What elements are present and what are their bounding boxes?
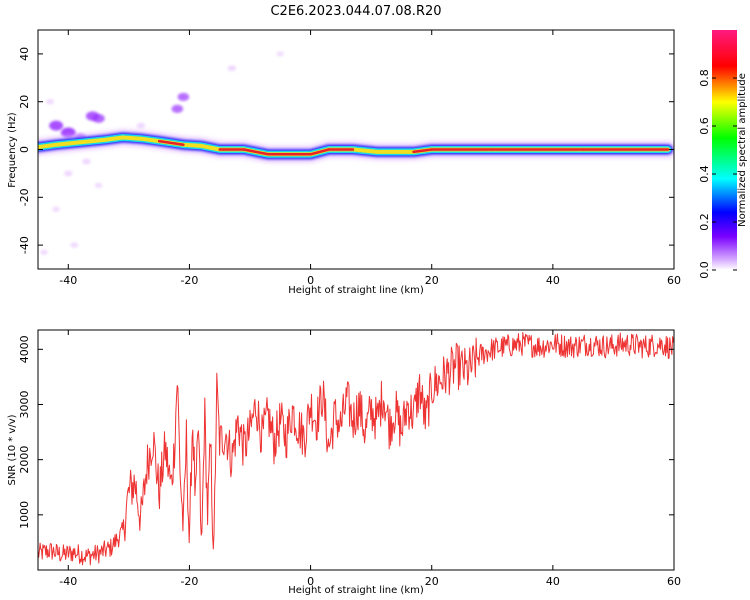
snr-x-tick-label: 20: [425, 575, 439, 588]
snr-x-tick-label: -40: [59, 575, 77, 588]
colorbar-ticks: 0.0 0.2 0.4 0.6 0.8: [698, 69, 737, 279]
spectrogram-noise-blob: [171, 104, 184, 113]
colorbar-tick-label: 0.6: [698, 117, 711, 135]
spectrogram-noise-blob: [92, 114, 105, 123]
spectrogram-x-tick-label: 40: [546, 274, 560, 287]
snr-y-tick-label: 2000: [18, 446, 31, 474]
spectrogram-ticks: -40 -20 0 20 40 60 -40 -20 0 20 40: [18, 30, 681, 287]
spectrogram-noise-blob: [46, 98, 55, 105]
snr-x-tick-label: 60: [667, 575, 681, 588]
spectrogram-x-tick-label: 0: [307, 274, 314, 287]
snr-x-tick-label: 0: [307, 575, 314, 588]
colorbar-tick-label: 0.8: [698, 69, 711, 87]
spectrogram-y-tick-label: -40: [18, 236, 31, 254]
spectrogram-x-axis-label: Height of straight line (km): [288, 285, 424, 296]
spectrogram-noise-blob: [82, 158, 91, 165]
colorbar-tick-label: 0.4: [698, 165, 711, 183]
snr-axes-frame: [37, 329, 675, 571]
snr-y-tick-label: 1000: [18, 501, 31, 529]
spectrogram-noise-blob: [177, 92, 190, 102]
snr-y-axis-label: SNR (10 * v/v): [7, 414, 18, 485]
spectrogram-y-tick-label: 20: [18, 95, 31, 109]
snr-y-tick-label: 4000: [18, 335, 31, 363]
snr-y-tick-label: 3000: [18, 390, 31, 418]
spectrogram-noise-blob: [136, 122, 146, 129]
spectrogram-ridge-core: [309, 148, 330, 156]
spectrogram-noise-blob: [276, 51, 284, 57]
spectrogram-noise-blob: [52, 206, 60, 212]
chart-title: C2E6.2023.044.07.08.R20: [270, 4, 441, 19]
spectrogram-x-tick-label: 20: [425, 274, 439, 287]
spectrogram-noise-blob: [40, 249, 48, 255]
spectrogram-noise-blob: [227, 65, 237, 72]
spectrogram-y-tick-label: -20: [18, 188, 31, 206]
spectrogram-ridge-core: [412, 148, 433, 154]
spectrogram-y-tick-label: 0: [18, 146, 31, 153]
spectrogram-x-tick-label: -40: [59, 274, 77, 287]
spectrogram-noise-blob: [70, 242, 79, 248]
snr-x-axis-label: Height of straight line (km): [288, 585, 424, 596]
spectrogram-x-tick-label: -20: [180, 274, 198, 287]
spectrogram-x-tick-label: 60: [667, 274, 681, 287]
colorbar-tick-label: 0.2: [698, 213, 711, 231]
snr-x-tick-label: 40: [546, 575, 560, 588]
snr-ticks: -40 -20 0 20 40 60 1000 2000 3000 4000: [18, 330, 681, 588]
spectrogram-y-tick-label: 40: [18, 47, 31, 61]
spectrogram-noise-blob: [64, 170, 73, 177]
spectrogram-ridge-core: [242, 148, 270, 156]
spectrogram-noise-blob: [49, 120, 64, 131]
snr-panel: -40 -20 0 20 40 60 1000 2000 3000 4000 Height of …: [7, 329, 681, 596]
spectrogram-noise-blob: [94, 182, 103, 188]
spectrogram-y-axis-label: Frequency (Hz): [7, 112, 18, 188]
colorbar: 0.0 0.2 0.4 0.6 0.8 Normalized spectral ampl…: [698, 30, 748, 279]
spectrogram-heatmap: [38, 51, 674, 255]
colorbar-label: Normalized spectral amplitude: [737, 73, 748, 227]
snr-series-line: [38, 331, 674, 566]
snr-x-tick-label: -20: [180, 575, 198, 588]
colorbar-gradient: [712, 30, 737, 270]
spectrogram-panel: -40 -20 0 20 40 60 -40 -20 0 20 40 Height of strai…: [7, 29, 681, 296]
spectrogram-ridge-core: [157, 139, 185, 146]
colorbar-tick-label: 0.0: [698, 261, 711, 279]
